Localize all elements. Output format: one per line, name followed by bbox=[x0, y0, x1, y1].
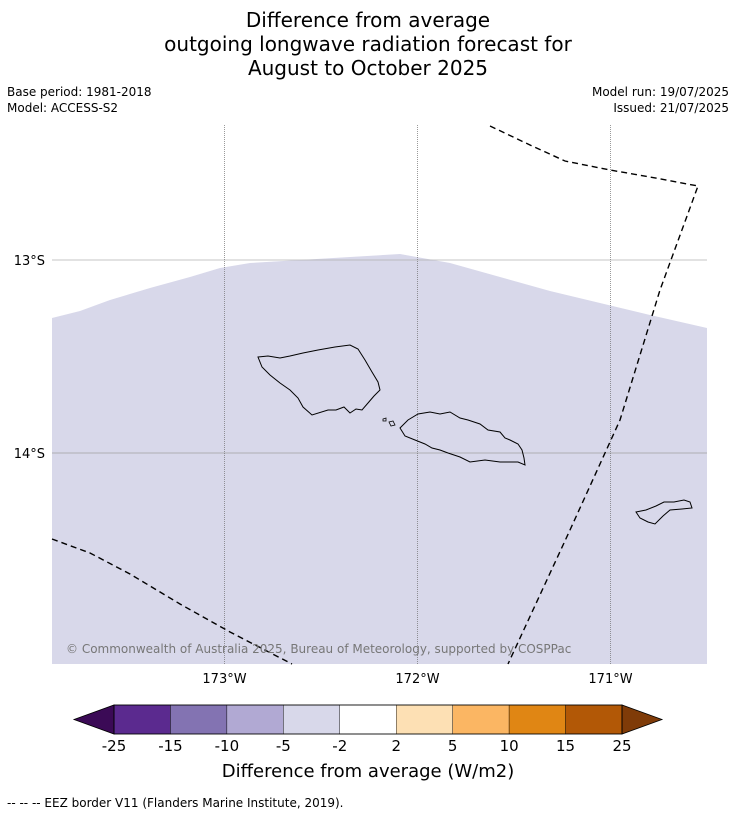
base-period: Base period: 1981-2018 bbox=[7, 85, 152, 99]
eez-border-south bbox=[51, 538, 293, 665]
colorbar-tick-label: -25 bbox=[102, 737, 127, 755]
field-shading bbox=[52, 254, 707, 664]
lat-label-14s: 14°S bbox=[14, 447, 45, 462]
title-line-1: Difference from average bbox=[245, 8, 491, 32]
colorbar-cell bbox=[283, 704, 340, 735]
title-line-3: August to October 2025 bbox=[247, 56, 489, 80]
eez-footnote: -- -- -- EEZ border V11 (Flanders Marine… bbox=[7, 796, 344, 810]
map-title: Difference from average outgoing longwav… bbox=[0, 8, 736, 80]
issued-date: Issued: 21/07/2025 bbox=[613, 101, 729, 115]
copyright-text: © Commonwealth of Australia 2025, Bureau… bbox=[66, 642, 571, 656]
colorbar-tick-label: -2 bbox=[332, 737, 347, 755]
colorbar-over-arrow bbox=[621, 704, 664, 735]
island-apolima bbox=[382, 417, 387, 422]
colorbar-tick-label: -10 bbox=[215, 737, 240, 755]
colorbar-tick-label: 25 bbox=[612, 737, 631, 755]
lon-label-172w: 172°W bbox=[395, 672, 439, 687]
colorbar-cell bbox=[170, 704, 228, 735]
colorbar-tick-label: -15 bbox=[158, 737, 183, 755]
colorbar-under-arrow bbox=[72, 704, 115, 735]
model-name: Model: ACCESS-S2 bbox=[7, 101, 119, 115]
colorbar-cell bbox=[452, 704, 510, 735]
colorbar-cell bbox=[113, 704, 171, 735]
map-panel: © Commonwealth of Australia 2025, Bureau… bbox=[14, 125, 707, 687]
island-savaii bbox=[257, 344, 381, 416]
colorbar-tick-label: 2 bbox=[391, 737, 401, 755]
island-manono bbox=[388, 420, 396, 427]
colorbar-tick-label: 10 bbox=[500, 737, 519, 755]
colorbar-frame bbox=[113, 704, 623, 735]
model-run: Model run: 19/07/2025 bbox=[591, 85, 729, 99]
colorbar-tick-label: 5 bbox=[448, 737, 458, 755]
lon-label-171w: 171°W bbox=[588, 672, 632, 687]
eez-border-north bbox=[489, 125, 699, 665]
colorbar-label: Difference from average (W/m2) bbox=[221, 761, 515, 782]
island-upolu bbox=[399, 411, 526, 466]
run-info: Model run: 19/07/2025 Issued: 21/07/2025 bbox=[592, 84, 729, 116]
colorbar-cell bbox=[396, 704, 453, 735]
title-line-2: outgoing longwave radiation forecast for bbox=[164, 32, 572, 56]
colorbar-cell bbox=[508, 704, 566, 735]
colorbar-cell bbox=[339, 704, 397, 735]
lon-label-173w: 173°W bbox=[202, 672, 246, 687]
colorbar: -25 -15 -10 -5 -2 2 5 10 15 25 bbox=[72, 704, 664, 755]
colorbar-tick-label: -5 bbox=[276, 737, 291, 755]
colorbar-tick-label: 15 bbox=[556, 737, 575, 755]
colorbar-cell bbox=[565, 704, 623, 735]
base-info: Base period: 1981-2018 Model: ACCESS-S2 bbox=[7, 84, 152, 116]
colorbar-cell bbox=[226, 704, 284, 735]
island-tutuila bbox=[635, 499, 693, 525]
lat-label-13s: 13°S bbox=[14, 254, 45, 269]
